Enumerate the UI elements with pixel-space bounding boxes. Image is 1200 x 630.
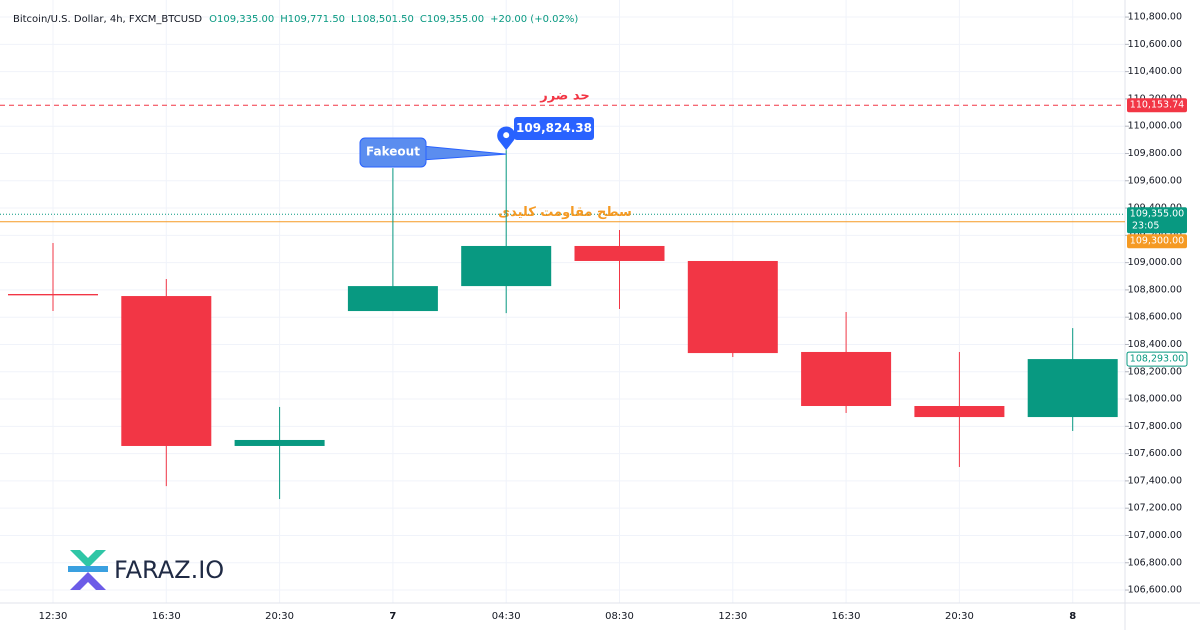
watermark-text: FARAZ.IO [114,556,224,584]
ohlc-value: O109,335.00 [209,14,274,25]
candle-body [8,293,98,296]
candle-body [914,406,1005,418]
y-tick-label: 108,000.00 [1128,394,1182,405]
y-tick-label: 107,400.00 [1128,475,1182,486]
y-tick-label: 107,600.00 [1128,448,1182,459]
candle-body [234,439,325,446]
price-note-pin [497,126,516,151]
y-tick-label: 106,800.00 [1128,557,1182,568]
ohlc-value: C109,355.00 [420,14,484,25]
candle-body [121,296,212,446]
price-label-box [1127,207,1187,234]
y-tick-label: 108,800.00 [1128,284,1182,295]
ohlc-value: H109,771.50 [280,14,345,25]
y-tick-label: 107,200.00 [1128,503,1182,514]
x-tick-label: 20:30 [265,611,294,622]
candle-body [1027,359,1118,418]
price-line-text: حد ضرر [539,89,590,104]
price-note-box [514,117,594,140]
price-label: 110,153.74 [1130,100,1184,111]
y-tick-label: 106,600.00 [1128,585,1182,596]
callout-text: Fakeout [366,145,420,159]
y-tick-label: 109,600.00 [1128,175,1182,186]
x-tick-label: 12:30 [39,611,68,622]
y-tick-label: 110,000.00 [1128,121,1182,132]
price-label: 109,300.00 [1130,236,1184,247]
ohlc-value: +20.00 (+0.02%) [490,14,578,25]
countdown: 23:05 [1132,221,1159,232]
y-tick-label: 110,800.00 [1128,12,1182,23]
x-tick-label: 20:30 [945,611,974,622]
candle-body [801,351,892,407]
y-tick-label: 108,400.00 [1128,339,1182,350]
x-tick-label: 12:30 [718,611,747,622]
candle-body [461,245,552,287]
candle-body [574,245,665,261]
last-price-label: 108,293.00 [1130,354,1184,365]
price-label-box [1127,98,1187,113]
y-tick-label: 109,800.00 [1128,148,1182,159]
callout-box [359,137,427,168]
x-tick-label: 7 [389,611,396,622]
watermark-logo: FARAZ.IO [68,550,224,590]
y-tick-label: 110,400.00 [1128,66,1182,77]
last-price-box [1126,351,1188,367]
price-label-box [1127,234,1187,249]
y-tick-label: 110,600.00 [1128,39,1182,50]
y-tick-label: 107,000.00 [1128,530,1182,541]
x-tick-label: 16:30 [152,611,181,622]
x-tick-label: 16:30 [832,611,861,622]
x-tick-label: 8 [1069,611,1076,622]
y-tick-label: 107,800.00 [1128,421,1182,432]
x-tick-label: 04:30 [492,611,521,622]
candle-body [347,286,438,312]
ohlc-value: L108,501.50 [351,14,414,25]
y-tick-label: 108,600.00 [1128,312,1182,323]
price-note-pin-dot [503,132,510,139]
price-line-text: سطح مقاومت کلیدی [498,205,632,220]
price-note-label: 109,824.38 [516,121,592,135]
x-tick-label: 08:30 [605,611,634,622]
y-tick-label: 108,200.00 [1128,366,1182,377]
symbol-title: Bitcoin/U.S. Dollar, 4h, FXCM_BTCUSD [13,14,202,25]
y-tick-label: 109,000.00 [1128,257,1182,268]
price-label: 109,355.00 [1130,209,1184,220]
candle-body [687,260,778,354]
